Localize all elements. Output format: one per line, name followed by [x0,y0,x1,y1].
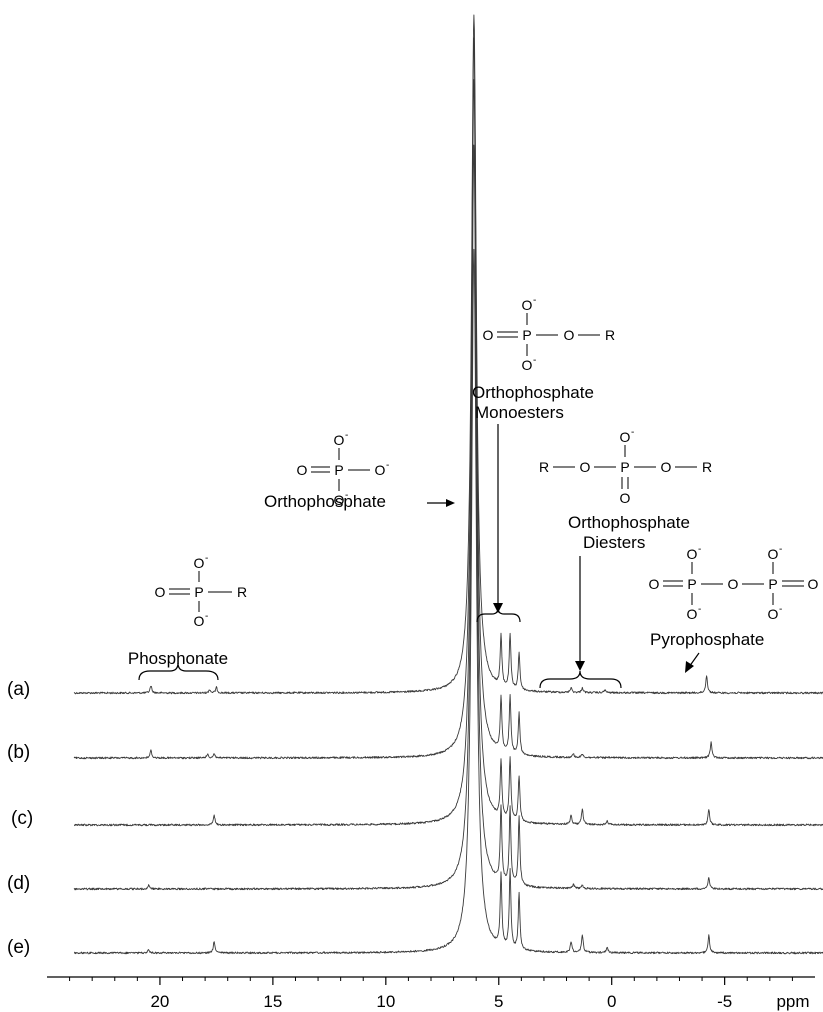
struct-o: O [194,555,205,571]
pyrophosphate-structure: O O - P O - O O - P O - O [649,544,819,622]
struct-o: O [334,432,345,448]
diester-structure: R O O - P O R O [539,427,712,506]
struct-o: O [687,546,698,562]
struct-charge: - [779,544,782,555]
diester-brace [539,670,622,689]
struct-o: O [297,462,308,478]
struct-charge: - [698,544,701,555]
struct-charge: - [533,295,536,306]
struct-o: O [155,584,166,600]
monoester-label-line1: Orthophosphate [472,383,594,402]
struct-o: O [768,606,779,622]
phosphonate-brace [138,662,219,681]
monoester-structure: O - O P O R O - [483,295,616,373]
struct-charge: - [779,604,782,615]
struct-o: O [375,462,386,478]
struct-charge: - [205,611,208,622]
struct-p: P [620,459,629,475]
monoester-annotation: O - O P O R O - Orthophosphate Monoester… [472,295,616,623]
struct-o: O [728,576,739,592]
spectrum-trace-a [73,14,823,695]
x-axis-unit: ppm [776,992,809,1011]
orthophosphate-annotation: O - O P O - O - Orthophosphate [264,430,455,511]
spectrum-trace-d [73,144,823,891]
struct-o: O [334,492,345,508]
x-tick-label: 20 [150,992,169,1011]
x-axis: 20 15 10 5 0 -5 ppm [47,976,815,1011]
struct-p: P [522,327,531,343]
struct-charge: - [386,460,389,471]
pyrophosphate-label: Pyrophosphate [650,630,764,649]
phosphonate-annotation: O - O P R O - Phosphonate [128,553,248,681]
monoester-label-line2: Monoesters [475,403,564,422]
orthophosphate-label: Orthophosphate [264,492,386,511]
struct-o: O [483,327,494,343]
struct-o: O [580,459,591,475]
spectrum-trace-e [73,248,823,955]
struct-r: R [605,327,615,343]
struct-o: O [522,297,533,313]
orthophosphate-structure: O - O P O - O - [297,430,390,508]
spectrum-trace-b [73,37,823,760]
diester-arrow-head [575,661,585,671]
struct-charge: - [205,553,208,564]
x-tick-label: 10 [376,992,395,1011]
diester-label-line1: Orthophosphate [568,513,690,532]
diester-annotation: R O O - P O R O Orthophosphate Diesters [539,427,712,689]
pyrophosphate-annotation: O O - P O - O O - P O - O Pyrophosphate [649,544,819,673]
struct-o: O [620,429,631,445]
struct-o: O [768,546,779,562]
struct-o: O [808,576,819,592]
trace-labels: (a) (b) (c) (d) (e) [7,679,33,958]
struct-p: P [768,576,777,592]
monoester-brace [476,607,521,623]
struct-o: O [564,327,575,343]
struct-p: P [687,576,696,592]
trace-label-b: (b) [7,742,30,763]
struct-o: O [649,576,660,592]
struct-r: R [237,584,247,600]
struct-charge: - [533,355,536,366]
spectrum-trace-c [74,79,823,827]
struct-charge: - [631,427,634,438]
struct-o: O [522,357,533,373]
orthophosphate-arrow-head [446,499,455,507]
struct-r: R [539,459,549,475]
trace-label-c: (c) [11,808,33,829]
struct-o: O [620,490,631,506]
struct-r: R [702,459,712,475]
pyrophosphate-arrow-head [685,661,694,673]
struct-o: O [194,613,205,629]
diester-label-line2: Diesters [583,533,645,552]
struct-o: O [661,459,672,475]
struct-o: O [687,606,698,622]
struct-charge: - [698,604,701,615]
x-tick-label: 0 [607,992,616,1011]
trace-label-d: (d) [7,873,30,894]
struct-p: P [334,462,343,478]
phosphonate-label: Phosphonate [128,649,228,668]
trace-label-a: (a) [7,679,30,700]
x-axis-ticks: 20 15 10 5 0 -5 [69,977,793,1011]
trace-label-e: (e) [7,937,30,958]
x-tick-label: 15 [263,992,282,1011]
x-tick-label: 5 [494,992,503,1011]
spectra-traces [73,14,823,955]
struct-charge: - [345,430,348,441]
struct-charge: - [345,490,348,501]
struct-p: P [194,584,203,600]
x-tick-label: -5 [717,992,732,1011]
phosphonate-structure: O - O P R O - [155,553,248,629]
